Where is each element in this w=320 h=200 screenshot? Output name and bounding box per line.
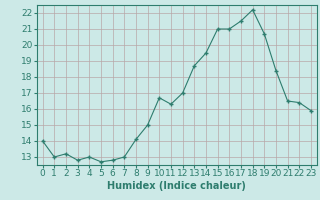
X-axis label: Humidex (Indice chaleur): Humidex (Indice chaleur) <box>108 181 246 191</box>
